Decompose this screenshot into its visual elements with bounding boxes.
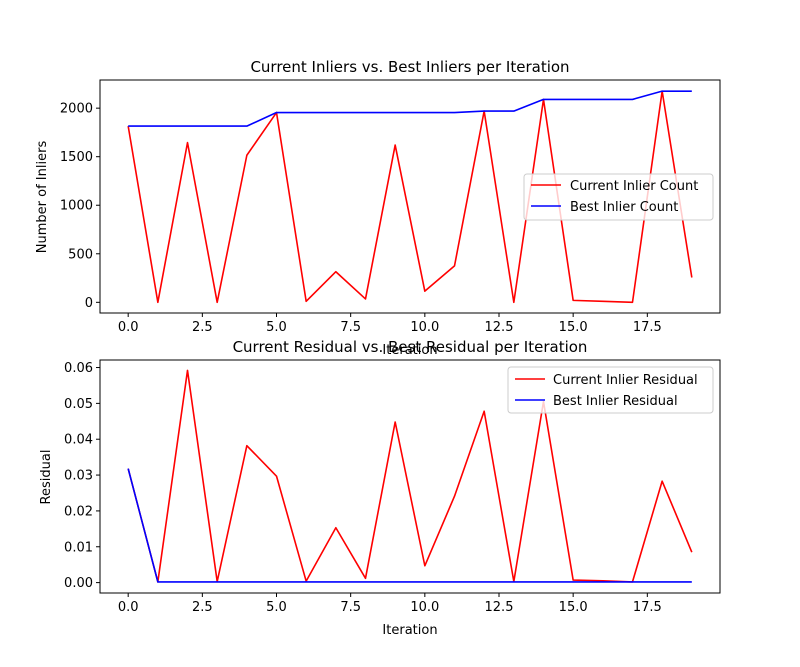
y-tick-label: 0.06 — [64, 361, 93, 376]
residual-chart: Current Residual vs. Best Residual per I… — [39, 338, 721, 638]
x-tick-label: 17.5 — [633, 320, 662, 335]
x-tick-label: 10.0 — [410, 320, 439, 335]
y-tick-label: 0.00 — [64, 576, 93, 591]
residual-y-axis-label: Residual — [39, 450, 54, 505]
x-tick-label: 7.5 — [340, 600, 361, 615]
legend-label-best-inlier-residual: Best Inlier Residual — [553, 394, 678, 409]
series-line-current-inlier-count — [127, 90, 693, 304]
residual-axes: 0.0 2.5 5.0 7.5 10.0 12.5 15.0 17.5 0.00 0.01 0.02… — [64, 359, 721, 615]
x-tick-label: 7.5 — [340, 320, 361, 335]
series-line-best-inlier-residual — [127, 468, 692, 583]
x-tick-label: 2.5 — [192, 320, 213, 335]
inliers-chart-title: Current Inliers vs. Best Inliers per Ite… — [250, 58, 569, 76]
inliers-x-axis-label: Iteration — [382, 343, 437, 358]
plot-frame — [99, 359, 721, 594]
y-tick-label: 2000 — [60, 102, 93, 117]
y-tick-label: 0.03 — [64, 469, 93, 484]
inliers-legend: Current Inlier Count Best Inlier Count — [523, 173, 714, 221]
y-tick-label: 0.01 — [64, 540, 93, 555]
inliers-legend-box — [523, 173, 714, 221]
residual-x-axis-label: Iteration — [382, 623, 437, 638]
x-tick-label: 0.0 — [118, 320, 139, 335]
inliers-axes: 0.0 2.5 5.0 7.5 10.0 12.5 15.0 17.5 0 500 1000 1500… — [60, 79, 721, 335]
residual-plot-area — [127, 369, 693, 583]
legend-label-current-inlier-residual: Current Inlier Residual — [553, 373, 698, 388]
residual-legend: Current Inlier Residual Best Inlier Resi… — [507, 366, 714, 414]
y-tick-label: 500 — [68, 247, 93, 262]
y-tick-label: 1000 — [60, 199, 93, 214]
y-tick-label: 1500 — [60, 150, 93, 165]
x-tick-label: 5.0 — [266, 320, 287, 335]
x-tick-label: 15.0 — [559, 320, 588, 335]
residual-legend-box — [507, 366, 714, 414]
x-tick-label: 5.0 — [266, 600, 287, 615]
x-tick-label: 15.0 — [559, 600, 588, 615]
x-tick-label: 12.5 — [485, 320, 514, 335]
y-tick-label: 0.05 — [64, 397, 93, 412]
inliers-y-axis-label: Number of Inliers — [35, 141, 50, 254]
y-tick-label: 0.02 — [64, 504, 93, 519]
series-line-best-inlier-count — [128, 90, 692, 127]
series-line-current-inlier-residual — [127, 369, 693, 583]
x-tick-label: 17.5 — [633, 600, 662, 615]
inliers-chart: Current Inliers vs. Best Inliers per Ite… — [35, 58, 721, 358]
x-tick-label: 10.0 — [410, 600, 439, 615]
legend-label-best-inlier-count: Best Inlier Count — [570, 200, 678, 215]
x-tick-label: 2.5 — [192, 600, 213, 615]
legend-label-current-inlier-count: Current Inlier Count — [570, 179, 698, 194]
inliers-plot-area — [127, 90, 693, 304]
x-tick-label: 0.0 — [118, 600, 139, 615]
residual-chart-title: Current Residual vs. Best Residual per I… — [233, 338, 588, 356]
plot-frame — [99, 79, 721, 314]
y-tick-label: 0 — [85, 296, 93, 311]
y-tick-label: 0.04 — [64, 433, 93, 448]
x-tick-label: 12.5 — [485, 600, 514, 615]
